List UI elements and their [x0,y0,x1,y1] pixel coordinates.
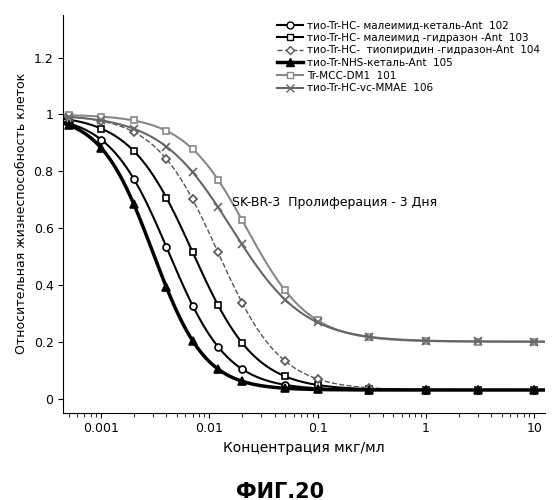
Text: ФИГ.20: ФИГ.20 [236,482,324,500]
Y-axis label: Относительная жизнеспособность клеток: Относительная жизнеспособность клеток [15,73,28,354]
X-axis label: Концентрация мкг/мл: Концентрация мкг/мл [223,441,385,455]
Legend: тио-Tr-HC- малеимид-кеталь-Ant  102, тио-Tr-HC- малеимид -гидразон -Ant  103, ти: тио-Tr-HC- малеимид-кеталь-Ant 102, тио-… [277,20,540,93]
Text: SK-BR-3  Пролиферация - 3 Дня: SK-BR-3 Пролиферация - 3 Дня [232,196,437,209]
